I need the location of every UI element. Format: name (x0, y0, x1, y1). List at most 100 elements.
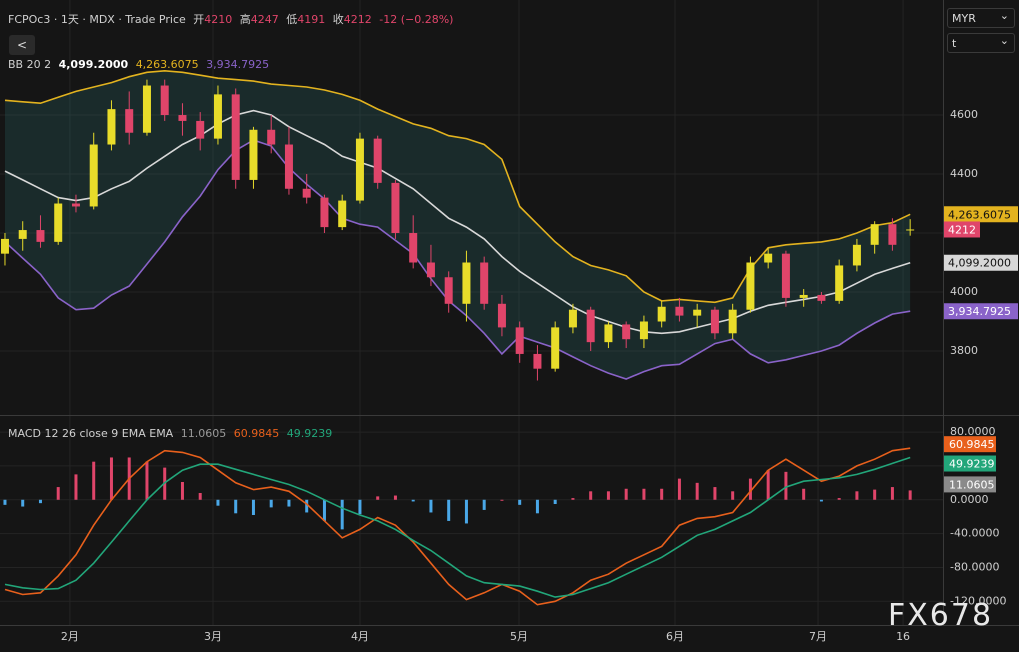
bb-legend: BB 20 2 4,099.2000 4,263.6075 3,934.7925 (8, 58, 273, 71)
histogram-bar (802, 488, 806, 500)
band-line (4, 69, 911, 304)
y-tick-label: 4400 (950, 167, 978, 180)
candle-body (373, 138, 382, 183)
y-tick-label: 4000 (950, 285, 978, 298)
candle-body (817, 294, 826, 301)
candle-body (320, 197, 329, 228)
x-tick-label: 6月 (666, 630, 684, 643)
value-tag (944, 476, 996, 493)
histogram-bar (660, 488, 664, 500)
candle-body (551, 327, 560, 369)
histogram-bar (3, 499, 7, 505)
histogram-bar (411, 499, 415, 502)
price-tag (944, 206, 1018, 223)
price-tag (944, 254, 1018, 271)
candle-body (267, 129, 276, 145)
histogram-bar (56, 487, 60, 500)
candle-body (54, 203, 63, 242)
histogram-bar (677, 478, 681, 500)
y-tick-label: -120.0000 (950, 594, 1006, 607)
unit-select[interactable]: t (947, 31, 1015, 53)
ohlc-value: 4210 (204, 13, 233, 26)
value-tag-label: 60.9845 (949, 438, 995, 451)
price-tag (944, 303, 1018, 320)
y-tick-label: -40.0000 (950, 527, 999, 540)
value-tag (944, 436, 996, 453)
candle-body (746, 262, 755, 310)
x-tick-label: 3月 (204, 630, 222, 643)
candle-body (213, 94, 222, 139)
candle-body (409, 233, 418, 263)
histogram-bar (109, 457, 113, 500)
indicator-label: MACD 12 26 close 9 EMA EMA (8, 427, 174, 440)
price-tag-label: 4212 (948, 223, 976, 236)
candle-body (89, 144, 98, 207)
x-tick-label: 16 (896, 630, 910, 643)
candle-body (622, 324, 631, 340)
candle-body (568, 309, 577, 328)
candle-body (178, 115, 187, 121)
candle-body (799, 294, 808, 298)
histogram-bar (145, 461, 149, 500)
candle-body (0, 238, 9, 254)
legend-value: 60.9845 (233, 427, 280, 440)
candle-body (781, 253, 790, 298)
histogram-bar (216, 499, 220, 506)
y-tick-label: 4600 (950, 108, 978, 121)
histogram-bar (819, 499, 823, 502)
histogram-bar (358, 499, 362, 515)
histogram-bar (38, 499, 42, 504)
histogram-bar (518, 499, 522, 505)
currency-select[interactable]: MYR (947, 6, 1015, 28)
candle-body (728, 309, 737, 334)
histogram-bar (251, 499, 255, 515)
candle-body (586, 309, 595, 343)
change: -12 (−0.28%) (379, 13, 454, 26)
histogram-bar (322, 499, 326, 521)
band-line (4, 139, 911, 380)
histogram-bar (766, 470, 770, 500)
histogram-bar (748, 478, 752, 500)
candle-body (675, 306, 684, 316)
ohlc-label: 开 (193, 13, 205, 26)
histogram-bar (21, 499, 25, 507)
histogram-bar (535, 499, 539, 514)
candle-body (906, 229, 915, 231)
x-tick-label: 2月 (61, 630, 79, 643)
candle-body (160, 85, 169, 116)
y-tick-label: 80.0000 (950, 425, 996, 438)
candle-body (338, 200, 347, 228)
band-fill (4, 70, 911, 380)
candle-body (444, 277, 453, 304)
x-tick-label: 4月 (351, 630, 369, 643)
histogram-bar (837, 498, 841, 500)
histogram-bar (713, 487, 717, 500)
candle-body (142, 85, 151, 133)
histogram-bar (464, 499, 468, 524)
value-tag (944, 455, 996, 472)
legend-value: 49.9239 (286, 427, 333, 440)
indicator-label: BB 20 2 (8, 58, 52, 71)
y-tick-label: 0.0000 (950, 493, 989, 506)
histogram-bar (553, 499, 557, 504)
histogram-bar (695, 482, 699, 500)
candle-body (764, 253, 773, 263)
candle-body (196, 120, 205, 139)
band-line (4, 109, 911, 335)
candle-body (480, 262, 489, 304)
price-header: FCPOc3 · 1天 · MDX · Trade Price 开4210 高4… (8, 11, 457, 27)
collapse-button[interactable]: < (9, 35, 35, 55)
legend-value: 11.0605 (180, 427, 227, 440)
histogram-bar (198, 493, 202, 500)
candle-body (835, 265, 844, 301)
macd-legend: MACD 12 26 close 9 EMA EMA 11.0605 60.98… (8, 427, 336, 440)
histogram-bar (287, 499, 291, 507)
candle-body (710, 309, 719, 334)
candle-body (284, 144, 293, 189)
histogram-bar (731, 491, 735, 500)
ohlc-value: 4191 (297, 13, 326, 26)
y-tick-label: 3800 (950, 344, 978, 357)
y-tick-label: -80.0000 (950, 560, 999, 573)
legend-value: 4,099.2000 (58, 58, 129, 71)
x-tick-label: 5月 (510, 630, 528, 643)
